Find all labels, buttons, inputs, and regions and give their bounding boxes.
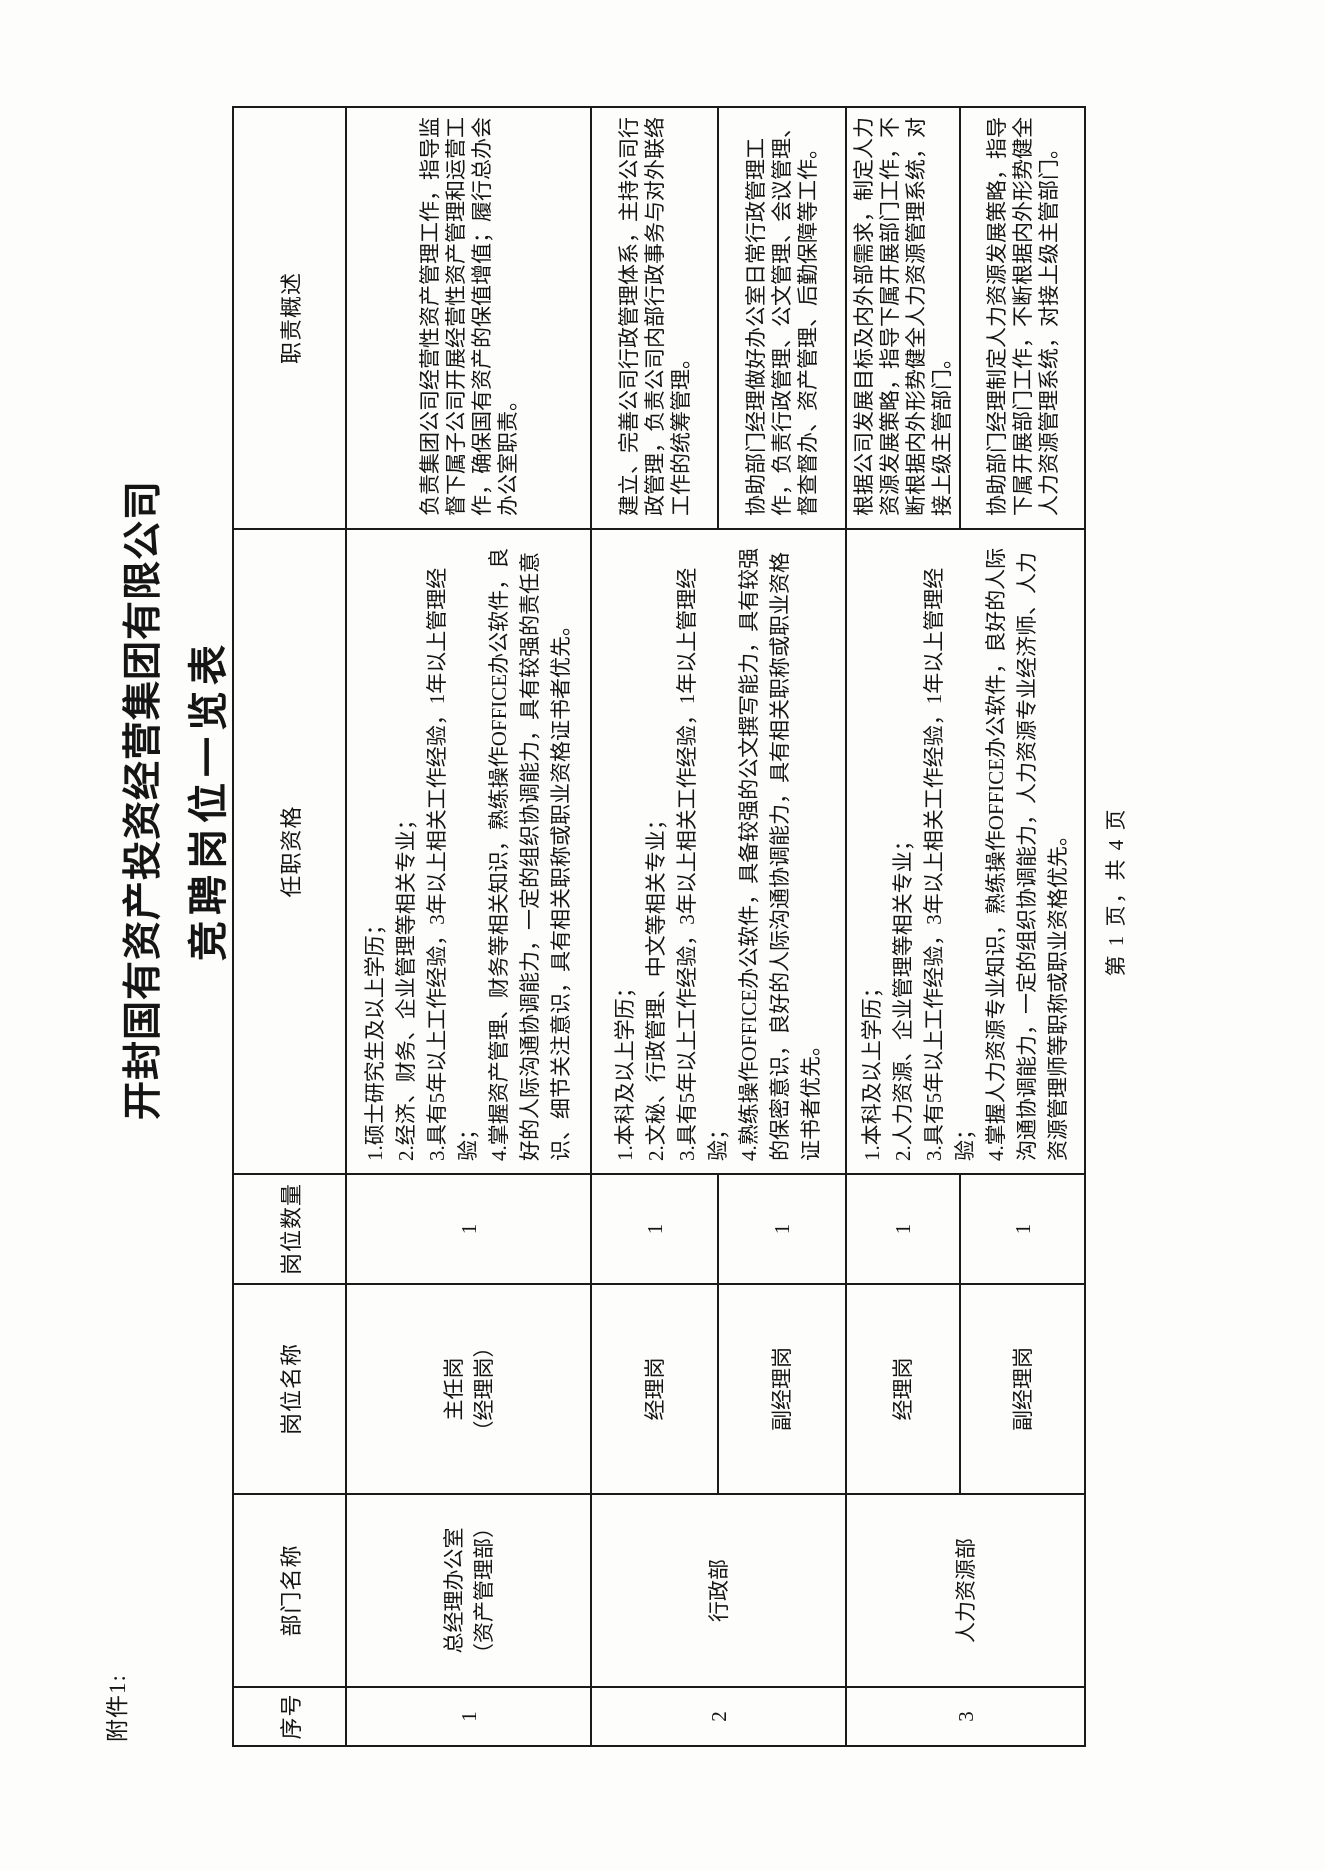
department-cell: 人力资源部	[846, 1494, 1085, 1687]
text-line: （经理岗）	[471, 1336, 496, 1442]
text-line: 督查督办、资产管理、后勤保障等工作。	[796, 138, 820, 516]
text-line: 验；	[706, 1119, 730, 1161]
position-name-cell: 经理岗	[591, 1284, 718, 1494]
position-count-cell: 1	[346, 1174, 591, 1284]
qualifications-cell: 1.本科及以上学历； 2.人力资源、企业管理等相关专业； 3.具有5年以上工作经验，…	[846, 529, 1085, 1174]
seq-cell: 1	[346, 1687, 591, 1746]
text-line: 1.本科及以上学历；	[860, 977, 884, 1161]
text-line: 副经理岗	[1010, 1347, 1035, 1431]
text-line: 证书者优先。	[799, 1035, 823, 1161]
seq-cell: 2	[591, 1687, 846, 1746]
text-line: 经理岗	[642, 1357, 667, 1421]
text-line: 人力资源部	[953, 1538, 978, 1643]
text-line: 沟通协调能力，一定的组织协调能力，人力资源专业经济师、人力	[1015, 552, 1039, 1161]
position-name-cell: 主任岗 （经理岗）	[346, 1284, 591, 1494]
duties-cell: 协助部门经理制定人力资源发展策略，指导 下属开展部门工作，不断根据内外形势健全 人力…	[960, 107, 1085, 529]
header-position-count: 岗位数量	[233, 1174, 346, 1284]
text-line: 2.文秘、行政管理、中文等相关专业；	[644, 809, 668, 1161]
text-line: 行政部	[706, 1559, 731, 1622]
text-line: 验；	[953, 1119, 977, 1161]
text-line: 1	[456, 1711, 481, 1722]
table-row: 1 总经理办公室 （资产管理部） 主任岗 （经理岗） 1 1.硕士研究生及以上学历； 2.经济…	[346, 107, 591, 1746]
page-footer: 第 1 页，共 4 页	[1104, 807, 1128, 977]
text-line: 好的人际沟通协调能力，一定的组织协调能力，具有较强的责任意	[518, 552, 542, 1161]
document-title: 开封国有资产投资经营集团有限公司 竞聘岗位一览表	[112, 130, 234, 1470]
position-name-cell: 副经理岗	[960, 1284, 1085, 1494]
position-name-cell: 经理岗	[846, 1284, 960, 1494]
text-line: （资产管理部）	[471, 1517, 496, 1664]
department-cell: 行政部	[591, 1494, 846, 1687]
text-line: 工作的统筹管理。	[668, 348, 693, 516]
text-line: 3	[953, 1711, 978, 1722]
title-line-2: 竞聘岗位一览表	[187, 639, 231, 961]
department-cell: 总经理办公室 （资产管理部）	[346, 1494, 591, 1687]
attachment-label: 附件1:	[105, 1674, 130, 1742]
text-line: 协助部门经理制定人力资源发展策略，指导	[984, 117, 1009, 516]
text-line: 2	[706, 1711, 731, 1722]
text-line: 4.熟练操作OFFICE办公软件，具备较强的公文撰写能力，具有较强	[737, 547, 761, 1161]
text-line: 督下属子公司开展经营性资产管理和运营工	[443, 117, 468, 516]
text-line: 3.具有5年以上工作经验，3年以上相关工作经验，1年以上管理经	[675, 567, 699, 1161]
header-department: 部门名称	[233, 1494, 346, 1687]
position-count-cell: 1	[846, 1174, 960, 1284]
text-line: 负责集团公司经营性资产管理工作，指导监	[417, 117, 442, 516]
positions-table: 序号 部门名称 岗位名称 岗位数量 任职资格 职责概述 1 总经理办公室 （资产管理部） 主任岗…	[232, 106, 1086, 1747]
text-line: 协助部门经理做好办公室日常行政管理工	[744, 138, 768, 516]
text-line: 作，负责行政管理、公文管理、会议管理、	[770, 117, 794, 516]
text-line: 1.硕士研究生及以上学历；	[363, 914, 387, 1161]
text-line: 2.经济、财务、企业管理等相关专业；	[394, 809, 418, 1161]
duties-cell: 根据公司发展目标及内外部需求，制定人力 资源发展策略，指导下属开展部门工作，不 断根…	[846, 107, 960, 529]
text-line: 副经理岗	[770, 1347, 794, 1431]
text-line: 办公室职责。	[495, 390, 520, 516]
text-line: 资源管理师等职称或职业资格优先。	[1046, 825, 1070, 1161]
text-line: 验；	[456, 1119, 480, 1161]
position-count-cell: 1	[960, 1174, 1085, 1284]
text-line: 断根据内外形势健全人力资源管理系统，对	[904, 117, 928, 516]
text-line: 3.具有5年以上工作经验，3年以上相关工作经验，1年以上管理经	[922, 567, 946, 1161]
text-line: 经理岗	[891, 1357, 915, 1421]
header-position-name: 岗位名称	[233, 1284, 346, 1494]
text-line: 1.本科及以上学历；	[613, 977, 637, 1161]
seq-cell: 3	[846, 1687, 1085, 1746]
text-line: 1	[642, 1223, 667, 1235]
text-line: 1	[770, 1223, 794, 1235]
text-line: 政管理，负责公司内部行政事务与对外联络	[642, 117, 667, 516]
qualifications-cell: 1.本科及以上学历； 2.文秘、行政管理、中文等相关专业； 3.具有5年以上工作经验…	[591, 529, 846, 1174]
text-line: 作，确保国有资产的保值增值；履行总办会	[469, 117, 494, 516]
text-line: 识、细节关注意识，具有相关职称或职业资格证书者优先。	[549, 615, 573, 1161]
text-line: 3.具有5年以上工作经验，3年以上相关工作经验，1年以上管理经	[425, 567, 449, 1161]
header-duty-summary: 职责概述	[233, 107, 346, 529]
text-line: 4.掌握资产管理、财务等相关知识，熟练操作OFFICE办公软件，良	[487, 547, 511, 1161]
text-line: 1	[1010, 1223, 1035, 1235]
position-count-cell: 1	[591, 1174, 718, 1284]
text-line: 下属开展部门工作，不断根据内外形势健全	[1010, 117, 1035, 516]
text-line: 人力资源管理系统，对接上级主管部门。	[1036, 138, 1061, 516]
text-line: 资源发展策略，指导下属开展部门工作，不	[878, 117, 902, 516]
qualifications-cell: 1.硕士研究生及以上学历； 2.经济、财务、企业管理等相关专业； 3.具有5年以上工…	[346, 529, 591, 1174]
table-row: 2 行政部 经理岗 1 1.本科及以上学历； 2.文秘、行政管理、中文等相关专业； 3.具有…	[591, 107, 846, 1746]
header-row: 序号 部门名称 岗位名称 岗位数量 任职资格 职责概述	[233, 107, 346, 1746]
text-line: 1	[456, 1223, 481, 1235]
position-count-cell: 1	[718, 1174, 846, 1284]
text-line: 接上级主管部门。	[930, 348, 954, 516]
title-line-1: 开封国有资产投资经营集团有限公司	[122, 480, 165, 1121]
header-qualifications: 任职资格	[233, 529, 346, 1174]
header-seq: 序号	[233, 1687, 346, 1746]
text-line: 的保密意识，良好的人际沟通协调能力，具有相关职称或职业资格	[768, 552, 792, 1161]
table-row: 3 人力资源部 经理岗 1 1.本科及以上学历； 2.人力资源、企业管理等相关专业； 3.具…	[846, 107, 1085, 1746]
duties-cell: 负责集团公司经营性资产管理工作，指导监 督下属子公司开展经营性资产管理和运营工 作，…	[346, 107, 591, 529]
duties-cell: 建立、完善公司行政管理体系，主持公司行 政管理，负责公司内部行政事务与对外联络 工作…	[591, 107, 718, 529]
duties-cell: 协助部门经理做好办公室日常行政管理工 作，负责行政管理、公文管理、会议管理、 督查督…	[718, 107, 846, 529]
text-line: 主任岗	[441, 1357, 466, 1421]
position-name-cell: 副经理岗	[718, 1284, 846, 1494]
text-line: 根据公司发展目标及内外部需求，制定人力	[852, 117, 876, 516]
text-line: 1	[891, 1223, 915, 1235]
text-line: 建立、完善公司行政管理体系，主持公司行	[616, 117, 641, 516]
text-line: 总经理办公室	[441, 1527, 466, 1654]
table-header: 序号 部门名称 岗位名称 岗位数量 任职资格 职责概述	[233, 107, 346, 1746]
text-line: 4.掌握人力资源专业知识，熟练操作OFFICE办公软件，良好的人际	[984, 547, 1008, 1161]
text-line: 2.人力资源、企业管理等相关专业；	[891, 830, 915, 1161]
